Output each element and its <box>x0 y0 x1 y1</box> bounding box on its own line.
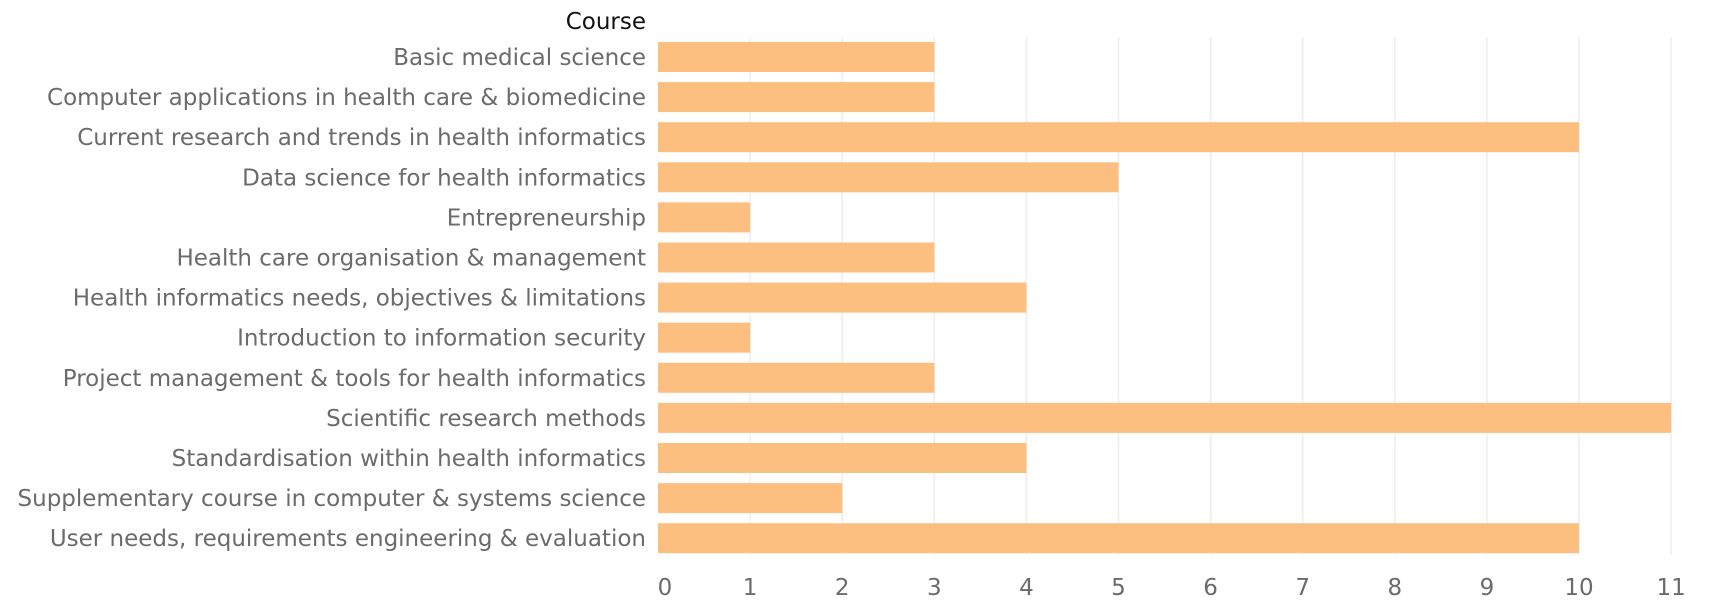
x-tick-label: 9 <box>1480 575 1495 600</box>
category-label: Current research and trends in health in… <box>77 125 646 151</box>
bar[interactable] <box>658 242 935 273</box>
bar[interactable] <box>658 322 751 353</box>
bar[interactable] <box>658 523 1579 554</box>
bar[interactable] <box>658 362 935 393</box>
category-label: Health care organisation & management <box>176 246 646 272</box>
bar-layer <box>658 42 1672 554</box>
x-tick-label: 6 <box>1203 575 1218 600</box>
category-label: Health informatics needs, objectives & l… <box>73 286 646 312</box>
x-tick-label: 2 <box>835 575 850 600</box>
x-tick-label: 0 <box>658 575 673 600</box>
x-axis-tick-layer: 0 1 2 3 4 5 6 7 8 9 10 11 <box>658 575 1686 601</box>
category-label: Introduction to information security <box>237 326 646 352</box>
category-label: Entrepreneurship <box>447 205 646 231</box>
category-label: Scientific research methods <box>326 406 646 432</box>
x-tick-label: 1 <box>743 575 758 600</box>
category-label: Basic medical science <box>393 45 646 71</box>
x-tick-label: 10 <box>1564 575 1593 600</box>
x-tick-label: 5 <box>1111 575 1126 600</box>
x-tick-label: 3 <box>927 575 942 600</box>
category-label: Supplementary course in computer & syste… <box>18 486 646 512</box>
category-label: User needs, requirements engineering & e… <box>50 526 646 552</box>
category-label: Project management & tools for health in… <box>63 366 646 392</box>
row-header-label: Course <box>566 9 646 35</box>
bar[interactable] <box>658 42 935 72</box>
bar[interactable] <box>658 402 1672 433</box>
category-label: Data science for health informatics <box>242 165 646 191</box>
category-label: Standardisation within health informatic… <box>172 446 646 472</box>
bar[interactable] <box>658 202 751 233</box>
bar[interactable] <box>658 162 1119 193</box>
category-label-layer: Course Basic medical science Computer app… <box>18 9 646 552</box>
bar[interactable] <box>658 443 1027 473</box>
x-tick-label: 11 <box>1656 575 1685 600</box>
bar[interactable] <box>658 483 843 514</box>
x-tick-label: 7 <box>1295 575 1310 600</box>
x-tick-label: 8 <box>1387 575 1402 600</box>
bar[interactable] <box>658 282 1027 313</box>
x-tick-label: 4 <box>1019 575 1034 600</box>
category-label: Computer applications in health care & b… <box>47 85 646 111</box>
bar[interactable] <box>658 122 1579 153</box>
bar[interactable] <box>658 82 935 113</box>
